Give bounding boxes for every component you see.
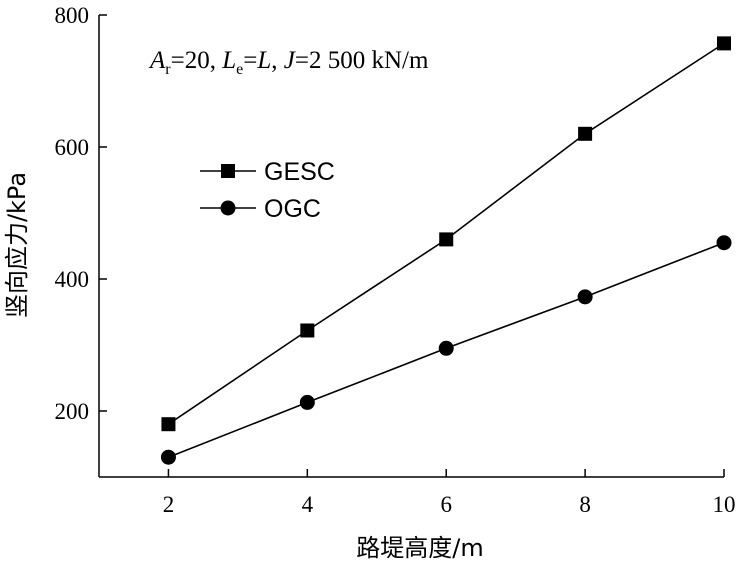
annot-a-subscript: r [165,61,171,78]
data-point-gesc [300,323,315,338]
legend: GESC OGC [200,158,335,223]
data-point-ogc [299,394,315,410]
legend-label-gesc: GESC [264,158,335,186]
annot-a-rest: =20, [171,47,223,74]
y-tick-label: 400 [55,267,90,292]
x-tick-label: 2 [163,492,175,517]
annot-l-symbol: L [221,47,236,74]
y-tick-label: 800 [55,3,90,28]
annot-j-rest: =2 500 kN/m [295,47,429,74]
annot-l-subscript: e [236,61,243,78]
x-ticks: 2 4 6 8 10 [163,469,736,517]
annotation: Ar=20, Le=L, J=2 500 kN/m [148,47,429,78]
annot-l-equals: = [243,47,257,74]
data-point-gesc [578,126,593,141]
annot-l-value: L [256,47,271,74]
legend-marker-ogc [220,200,236,216]
data-point-ogc [160,449,176,465]
x-tick-label: 8 [579,492,591,517]
axes [98,15,724,478]
data-point-gesc [717,36,731,51]
y-ticks: 200 400 600 800 [55,3,107,424]
y-tick-label: 600 [55,135,90,160]
data-point-gesc [439,232,454,247]
y-axis-title: 竖向应力/kPa [3,172,31,318]
x-tick-label: 10 [713,492,736,517]
data-point-gesc [161,417,176,432]
x-tick-label: 4 [302,492,314,517]
series [160,36,732,465]
annot-j-symbol: J [284,47,297,74]
legend-marker-gesc [221,164,235,178]
annot-j-separator: , [271,47,284,74]
data-point-ogc [577,289,593,305]
legend-label-ogc: OGC [264,195,321,223]
y-tick-label: 200 [55,399,90,424]
x-tick-label: 6 [440,492,452,517]
x-axis-title: 路堤高度/m [356,534,483,562]
data-point-ogc [438,340,454,356]
data-point-ogc [716,235,732,251]
annot-a-symbol: A [148,47,166,74]
